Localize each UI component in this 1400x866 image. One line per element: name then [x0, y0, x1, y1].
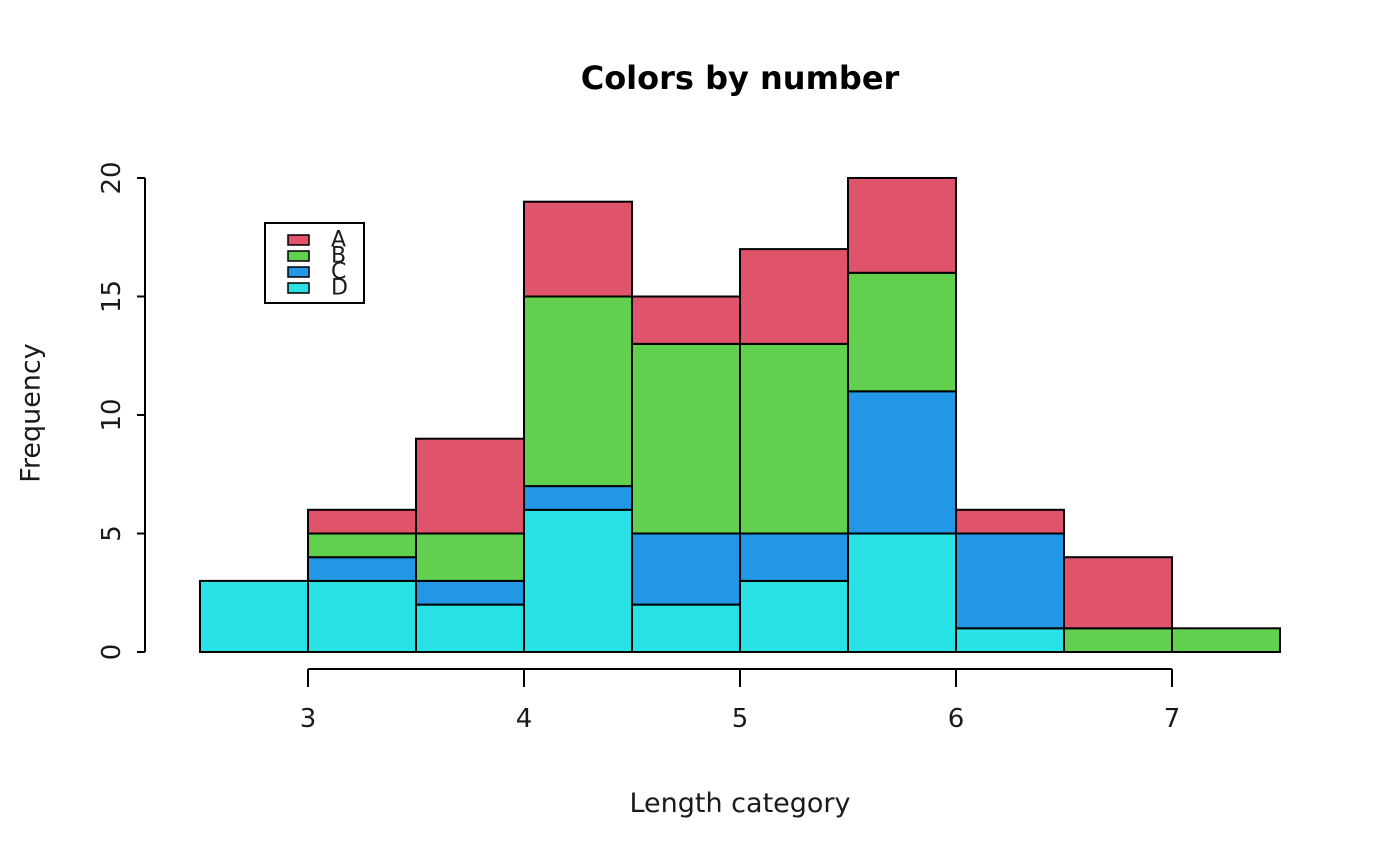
bar-segment-C	[523, 485, 633, 511]
legend-swatch-D	[287, 282, 310, 294]
bar-segment-A	[847, 177, 957, 274]
bar-segment-B	[415, 532, 525, 582]
bar-segment-A	[955, 508, 1065, 535]
x-tick-label: 4	[516, 704, 533, 734]
y-tick-label: 0	[97, 644, 127, 661]
y-axis-label: Frequency	[15, 343, 47, 483]
bar-segment-D	[523, 508, 633, 653]
y-tick-label: 10	[97, 398, 127, 431]
bar-segment-C	[847, 390, 957, 535]
bar-segment-C	[955, 532, 1065, 630]
x-tick-label: 3	[300, 704, 317, 734]
bar-segment-D	[631, 603, 741, 653]
bar-segment-D	[847, 532, 957, 653]
chart-title: Colors by number	[580, 59, 900, 97]
legend-swatch-B	[287, 250, 310, 262]
y-tick-label: 20	[97, 161, 127, 194]
y-tick-label: 15	[97, 280, 127, 313]
bar-segment-B	[847, 271, 957, 393]
bar-segment-D	[199, 579, 309, 654]
bar-segment-A	[1063, 556, 1173, 630]
bar-segment-A	[739, 248, 849, 345]
bar-segment-C	[739, 532, 849, 582]
y-tick-label: 5	[97, 525, 127, 542]
legend-box	[264, 222, 365, 304]
legend-swatch-A	[287, 234, 310, 246]
legend-label-A: A	[331, 228, 346, 253]
bar-segment-B	[1063, 627, 1173, 653]
bar-segment-C	[631, 532, 741, 606]
bar-segment-D	[307, 579, 417, 654]
bar-segment-B	[631, 342, 741, 535]
bar-segment-C	[307, 556, 417, 582]
bar-segment-A	[631, 295, 741, 345]
bar-segment-A	[523, 200, 633, 298]
bar-segment-A	[415, 437, 525, 535]
x-tick-label: 7	[1164, 704, 1181, 734]
legend-label-C: C	[331, 260, 346, 285]
legend-label-D: D	[331, 276, 348, 301]
bar-segment-A	[307, 508, 417, 535]
bar-segment-B	[739, 342, 849, 535]
bar-segment-D	[739, 579, 849, 654]
bar-segment-B	[1171, 627, 1281, 653]
x-tick-label: 6	[948, 704, 965, 734]
bar-segment-C	[415, 579, 525, 606]
bar-segment-B	[307, 532, 417, 559]
x-axis-label: Length category	[629, 788, 851, 819]
bar-segment-B	[523, 295, 633, 488]
x-tick-label: 5	[732, 704, 749, 734]
legend-label-B: B	[331, 244, 346, 269]
bar-segment-D	[955, 627, 1065, 653]
legend-swatch-C	[287, 266, 310, 278]
bar-segment-D	[415, 603, 525, 653]
